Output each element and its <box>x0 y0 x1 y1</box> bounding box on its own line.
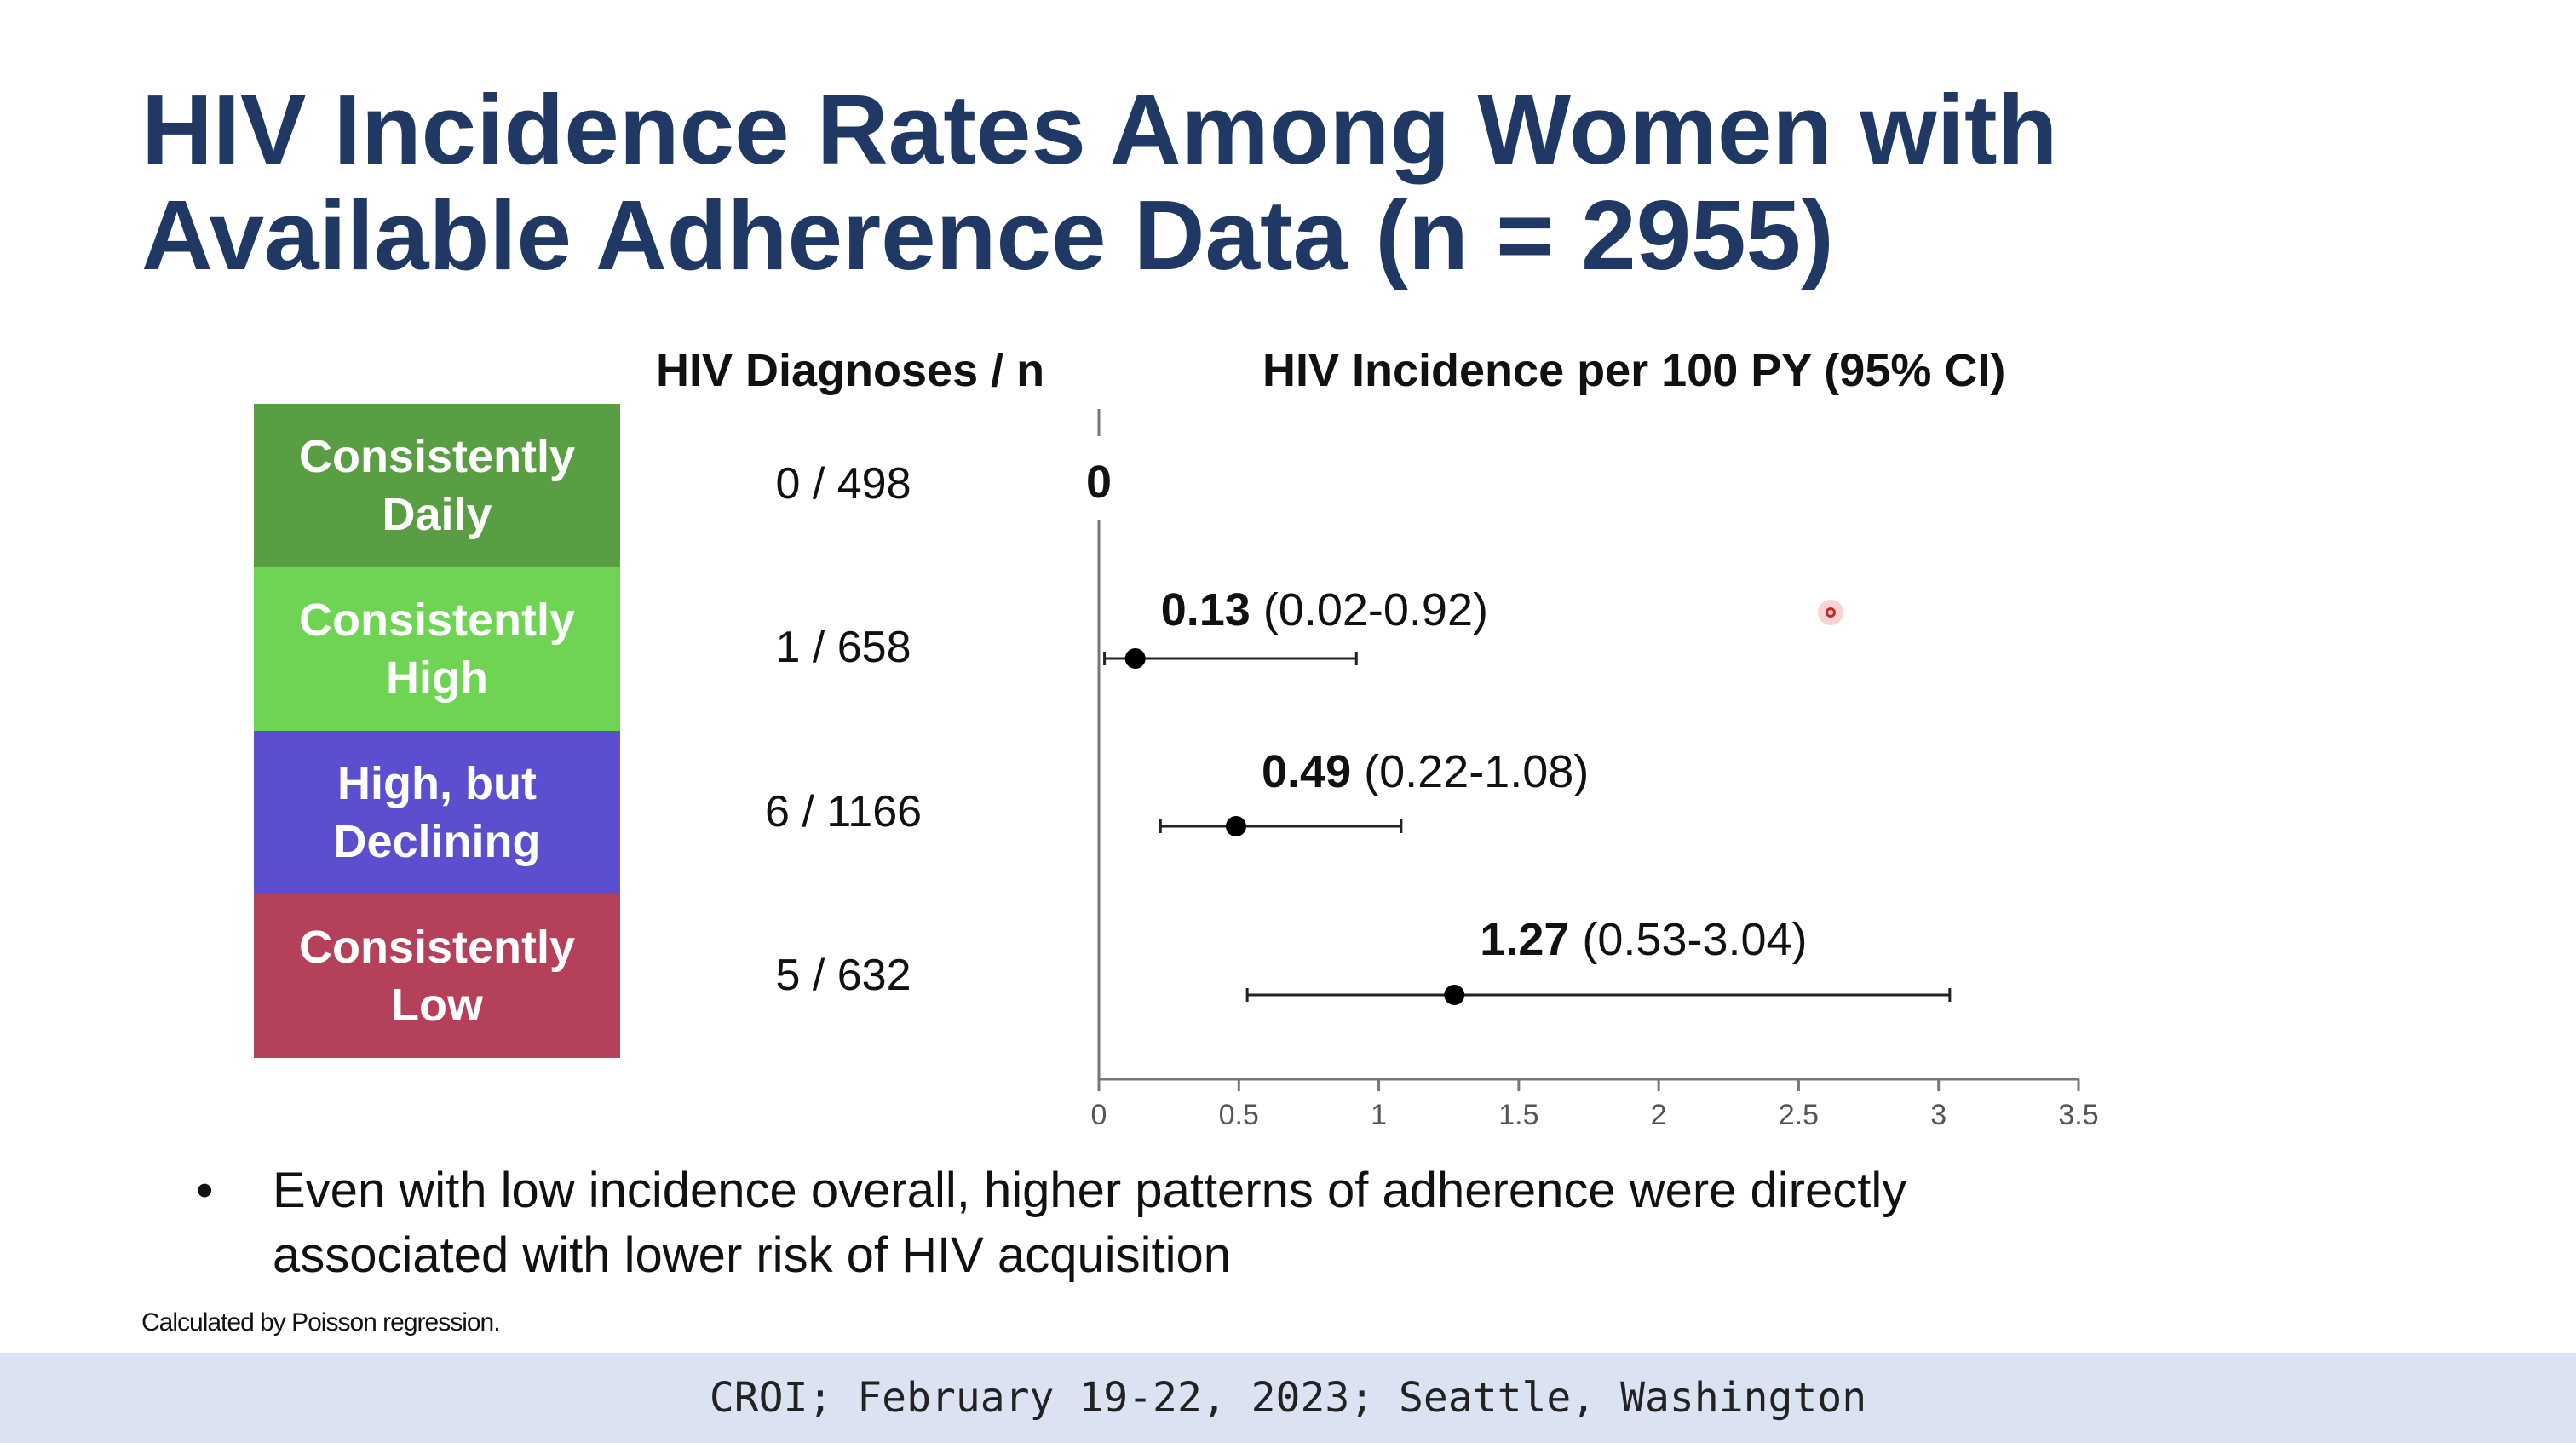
point-label-zero: 0 <box>1086 457 1112 508</box>
x-tick-label: 1 <box>1371 1099 1387 1131</box>
point-estimate <box>1444 985 1465 1005</box>
x-tick-label: 0 <box>1091 1099 1107 1131</box>
point-estimate <box>1226 816 1246 836</box>
category-box-consistently-high: Consistently High <box>254 567 620 731</box>
point-estimate <box>1124 648 1146 669</box>
diagnoses-consistently-low: 5 / 632 <box>775 951 911 1000</box>
category-box-consistently-daily: Consistently Daily <box>254 404 620 567</box>
footer-text: CROI; February 19-22, 2023; Seattle, Was… <box>709 1374 1867 1422</box>
point-estimate-label: 0.13 <box>1161 584 1251 635</box>
footer-bar: CROI; February 19-22, 2023; Seattle, Was… <box>0 1353 2576 1443</box>
x-tick-label: 2.5 <box>1779 1099 1819 1131</box>
x-tick-label: 0.5 <box>1219 1099 1259 1131</box>
diagnoses-consistently-high: 1 / 658 <box>775 623 911 672</box>
ci-range-label: (0.22-1.08) <box>1351 746 1589 797</box>
category-label: Low <box>391 980 483 1031</box>
point-estimate-label: 0.49 <box>1262 746 1351 797</box>
ci-range-label: (0.02-0.92) <box>1251 584 1488 635</box>
point-label: 1.27 (0.53-3.04) <box>1480 914 1807 965</box>
title-line-1: HIV Incidence Rates Among Women with <box>141 74 2058 185</box>
category-label: Consistently <box>298 922 576 973</box>
category-box-high-but-declining: High, but Declining <box>254 731 620 894</box>
category-label: Consistently <box>298 595 576 646</box>
bullet-text-line-1: Even with low incidence overall, higher … <box>273 1163 1907 1218</box>
category-label: Declining <box>333 816 541 867</box>
header-diagnoses: HIV Diagnoses / n <box>656 345 1045 396</box>
mouse-cursor-indicator <box>1818 600 1843 625</box>
point-label: 0.49 (0.22-1.08) <box>1262 746 1589 797</box>
ci-range-label: (0.53-3.04) <box>1569 914 1807 965</box>
bullet-text: Even with low incidence overall, higher … <box>273 1158 2317 1288</box>
point-label: 0.13 (0.02-0.92) <box>1161 584 1488 635</box>
forest-plot: 0 0.5 1 1.5 2 2.5 3 3.5 0 0.13 (0.02-0.92) 0.49 (0… <box>1086 409 2099 1131</box>
category-label: Daily <box>382 489 492 540</box>
x-tick-label: 3.5 <box>2058 1099 2098 1131</box>
x-tick-label: 3 <box>1930 1099 1946 1131</box>
header-incidence: HIV Incidence per 100 PY (95% CI) <box>1262 345 2006 396</box>
category-label: High <box>386 653 488 704</box>
x-tick-label: 1.5 <box>1498 1099 1538 1131</box>
bullet-text-line-2: associated with lower risk of HIV acquis… <box>273 1227 1232 1283</box>
point-estimate-label: 1.27 <box>1480 914 1569 965</box>
category-label: Consistently <box>298 431 576 482</box>
diagnoses-high-but-declining: 6 / 1166 <box>764 787 923 836</box>
footnote: Calculated by Poisson regression. <box>141 1308 501 1337</box>
diagnoses-consistently-daily: 0 / 498 <box>775 459 911 509</box>
x-tick-label: 2 <box>1651 1099 1667 1131</box>
slide-title: HIV Incidence Rates Among Women with Ava… <box>141 77 2356 288</box>
bullet-marker: • <box>196 1163 214 1218</box>
category-box-consistently-low: Consistently Low <box>254 894 620 1058</box>
title-line-2: Available Adherence Data (n = 2955) <box>141 180 1834 290</box>
category-label: High, but <box>337 758 537 809</box>
